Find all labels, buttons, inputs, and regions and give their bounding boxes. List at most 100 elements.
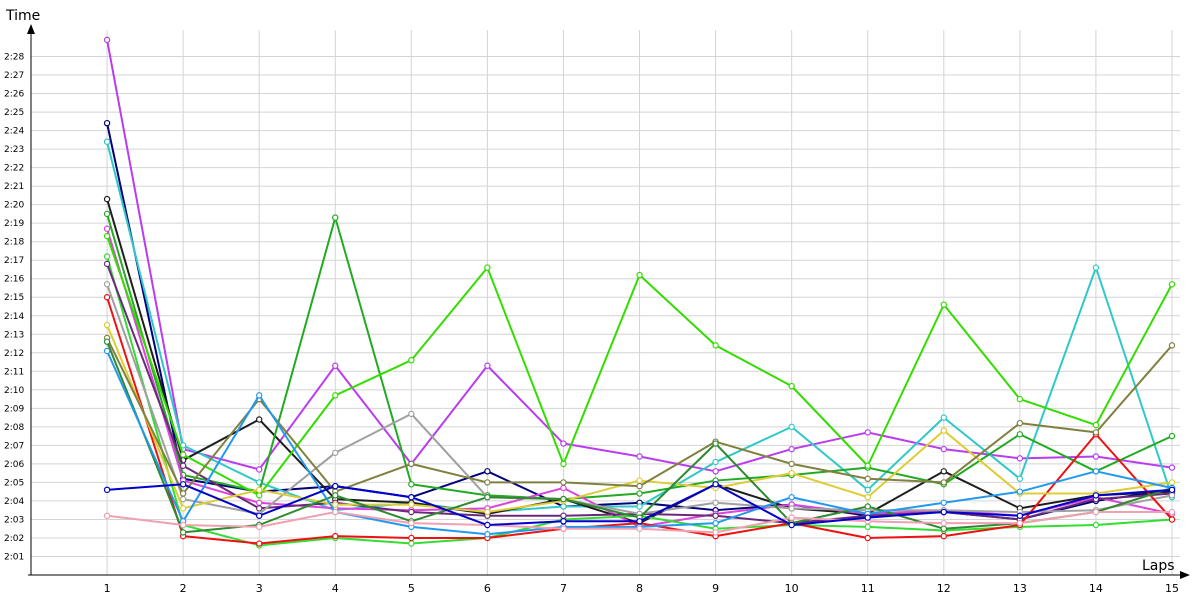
data-point (712, 440, 719, 447)
data-point (1168, 432, 1176, 440)
data-point (712, 342, 719, 349)
data-point (484, 521, 491, 529)
series-lines (103, 36, 1176, 549)
data-point (560, 495, 567, 503)
data-point (256, 523, 263, 531)
data-point (788, 460, 795, 468)
data-point (332, 482, 339, 490)
data-point (408, 494, 415, 501)
data-point (864, 475, 871, 482)
y-tick-label: 2:12 (4, 349, 24, 359)
data-point (712, 481, 719, 488)
data-point (179, 490, 187, 497)
data-point (332, 362, 339, 369)
data-point (1016, 475, 1024, 482)
y-tick-label: 2:18 (4, 238, 24, 248)
data-point (560, 512, 567, 519)
data-point (332, 501, 339, 508)
data-point (864, 486, 871, 494)
data-point (332, 214, 339, 221)
data-point (484, 494, 491, 501)
data-point (864, 514, 871, 521)
data-point (940, 532, 948, 540)
y-tick-label: 2:19 (4, 219, 24, 229)
y-tick-label: 2:16 (4, 275, 24, 285)
x-tick-label: 12 (937, 582, 951, 595)
data-point (1168, 486, 1176, 494)
data-point (103, 338, 111, 345)
data-point (179, 521, 187, 529)
data-point (1016, 431, 1024, 438)
x-tick-label: 10 (785, 582, 799, 595)
data-point (408, 508, 415, 516)
data-point (712, 512, 719, 519)
data-point (636, 525, 643, 532)
data-point (940, 525, 948, 532)
data-point (636, 453, 643, 460)
data-point (332, 508, 339, 516)
data-point (179, 462, 187, 469)
y-tick-label: 2:14 (4, 312, 24, 322)
y-tick-label: 2:11 (4, 367, 24, 377)
y-tick-label: 2:02 (4, 534, 24, 544)
data-point (1168, 342, 1176, 349)
y-tick-label: 2:26 (4, 90, 24, 100)
series-17 (103, 481, 1176, 529)
series-16 (103, 508, 1176, 536)
data-point (103, 347, 111, 355)
data-point (179, 481, 187, 488)
data-point (103, 294, 111, 301)
y-axis-title: Time (5, 8, 40, 24)
data-point (1092, 264, 1100, 271)
y-tick-label: 2:23 (4, 145, 24, 155)
data-point (1016, 488, 1024, 495)
data-point (712, 529, 719, 536)
data-point (864, 534, 871, 542)
data-point (788, 514, 795, 521)
data-point (408, 410, 415, 418)
data-point (103, 253, 111, 260)
data-point (1016, 395, 1024, 403)
data-point (636, 490, 643, 497)
x-tick-label: 15 (1165, 582, 1179, 595)
data-point (103, 195, 111, 203)
data-point (256, 499, 263, 506)
data-point (560, 479, 567, 486)
x-tick-label: 14 (1089, 582, 1103, 595)
series-7 (103, 232, 1176, 499)
y-tick-label: 2:22 (4, 164, 24, 174)
y-tick-label: 2:01 (4, 552, 24, 562)
x-axis-arrow (1180, 571, 1190, 579)
x-tick-label: 7 (560, 582, 567, 595)
data-point (332, 532, 339, 540)
data-point (788, 423, 795, 431)
x-tick-label: 4 (332, 582, 339, 595)
data-point (256, 492, 263, 499)
data-point (1016, 419, 1024, 427)
data-point (1092, 521, 1100, 529)
data-point (788, 469, 795, 477)
data-point (1168, 516, 1176, 523)
data-point (256, 540, 263, 547)
data-point (103, 512, 111, 519)
data-point (484, 362, 491, 369)
data-point (864, 523, 871, 531)
data-point (1092, 421, 1100, 429)
data-point (636, 477, 643, 484)
data-point (560, 518, 567, 525)
x-tick-label: 3 (256, 582, 263, 595)
data-point (256, 466, 263, 473)
y-tick-label: 2:08 (4, 423, 24, 433)
data-point (788, 505, 795, 512)
data-point (864, 503, 871, 510)
x-tick-label: 1 (104, 582, 111, 595)
data-point (864, 462, 871, 469)
x-tick-label: 6 (484, 582, 491, 595)
data-point (712, 499, 719, 506)
data-point (103, 138, 111, 145)
data-point (484, 531, 491, 538)
data-point (940, 414, 948, 421)
data-point (940, 519, 948, 527)
data-point (256, 416, 263, 423)
data-point (1168, 492, 1176, 499)
